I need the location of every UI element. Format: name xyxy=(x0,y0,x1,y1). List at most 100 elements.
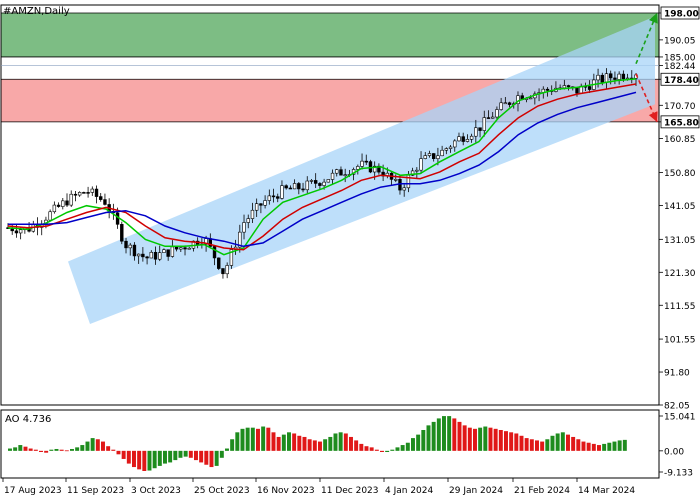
candle xyxy=(313,173,318,189)
candle xyxy=(263,195,267,209)
price-tick-label: 141.05 xyxy=(664,202,696,212)
candle-body xyxy=(183,247,187,250)
ao-bar xyxy=(571,436,576,451)
candle-body xyxy=(600,74,604,83)
candle-body xyxy=(453,140,457,148)
candle xyxy=(474,119,478,144)
ao-bar xyxy=(204,450,209,465)
ao-bar xyxy=(421,429,426,451)
ao-bar xyxy=(183,450,188,457)
candle-body xyxy=(322,181,326,186)
candle xyxy=(153,246,158,265)
price-tick-label: 190.05 xyxy=(664,36,696,46)
candle-body xyxy=(250,209,255,219)
candle xyxy=(427,150,432,158)
candle-body xyxy=(246,218,250,223)
price-tick-label: 101.55 xyxy=(664,336,696,346)
candle xyxy=(364,154,368,165)
ao-bar xyxy=(23,446,28,451)
candle xyxy=(132,242,137,261)
ao-bar xyxy=(591,443,596,451)
candle xyxy=(431,153,436,162)
candle xyxy=(448,145,453,153)
candle xyxy=(440,145,444,157)
date-tick-label: 17 Aug 2023 xyxy=(4,486,62,496)
candle-body xyxy=(335,169,339,174)
ao-bar xyxy=(245,427,250,451)
candle-body xyxy=(263,200,267,206)
candle xyxy=(335,168,339,177)
oscillator-pane: 15.041 0.00 -9.133 xyxy=(0,409,696,479)
ao-bar xyxy=(612,441,617,451)
candle-body xyxy=(141,253,145,258)
price-tick-label: 91.80 xyxy=(664,369,690,379)
ao-bar xyxy=(64,450,69,452)
candle xyxy=(259,203,263,214)
ao-bar xyxy=(8,448,12,451)
ao-bar xyxy=(343,433,348,451)
candle-body xyxy=(292,183,297,190)
ao-bar xyxy=(364,446,369,451)
candle xyxy=(90,186,94,196)
candle-body xyxy=(486,117,491,119)
candle xyxy=(276,193,280,203)
candle-body xyxy=(617,73,621,80)
ao-bar xyxy=(545,439,550,451)
ao-bar xyxy=(597,445,601,451)
candle-body xyxy=(136,253,141,257)
ao-bar xyxy=(297,435,302,451)
date-tick-label: 4 Jan 2024 xyxy=(385,486,433,496)
ao-bar xyxy=(576,439,581,451)
candle xyxy=(499,97,503,111)
candle-body xyxy=(516,95,520,105)
candle-body xyxy=(313,180,318,184)
candle-body xyxy=(343,174,347,177)
price-level-box xyxy=(660,115,700,129)
upper-target-zone xyxy=(1,13,659,57)
ao-bar xyxy=(235,432,240,451)
ao-bar xyxy=(80,445,85,451)
candle xyxy=(73,190,78,202)
candle-body xyxy=(86,192,90,194)
candle xyxy=(217,257,221,271)
candle-body xyxy=(120,224,124,242)
ao-bar xyxy=(369,447,374,451)
candle xyxy=(301,182,305,193)
candle-body xyxy=(621,73,626,80)
ao-bar xyxy=(116,450,121,455)
candle-body xyxy=(276,196,280,199)
price-tick-label: 131.05 xyxy=(664,236,696,246)
ao-bar xyxy=(28,448,33,451)
ao-bar xyxy=(261,426,266,451)
ao-tick-label: -9.133 xyxy=(664,469,693,479)
candle-body xyxy=(469,135,474,140)
ao-bar xyxy=(157,450,162,466)
candle xyxy=(221,268,225,279)
candle xyxy=(402,184,406,197)
candle xyxy=(271,188,276,203)
candle xyxy=(587,80,592,93)
candle xyxy=(457,132,461,142)
candle-body xyxy=(402,187,406,191)
ao-bar xyxy=(209,450,214,468)
date-tick-label: 3 Oct 2023 xyxy=(131,486,181,496)
candle-body xyxy=(229,249,234,266)
ao-bar xyxy=(178,450,183,458)
ao-bar xyxy=(281,434,286,451)
candle-body xyxy=(356,166,360,170)
candle-body xyxy=(474,127,478,137)
ma-line-green xyxy=(7,78,637,256)
candle-body xyxy=(301,188,305,191)
ma-line-red xyxy=(7,83,637,251)
candle-body xyxy=(225,265,229,275)
ao-bar xyxy=(374,449,379,451)
candle xyxy=(56,202,61,208)
ao-bar xyxy=(302,436,307,451)
price-tick-label: 82.05 xyxy=(664,402,690,412)
candle xyxy=(99,193,103,202)
ao-bar xyxy=(426,425,431,451)
candle xyxy=(212,245,217,266)
candle xyxy=(486,110,491,119)
ao-bar xyxy=(514,433,519,451)
